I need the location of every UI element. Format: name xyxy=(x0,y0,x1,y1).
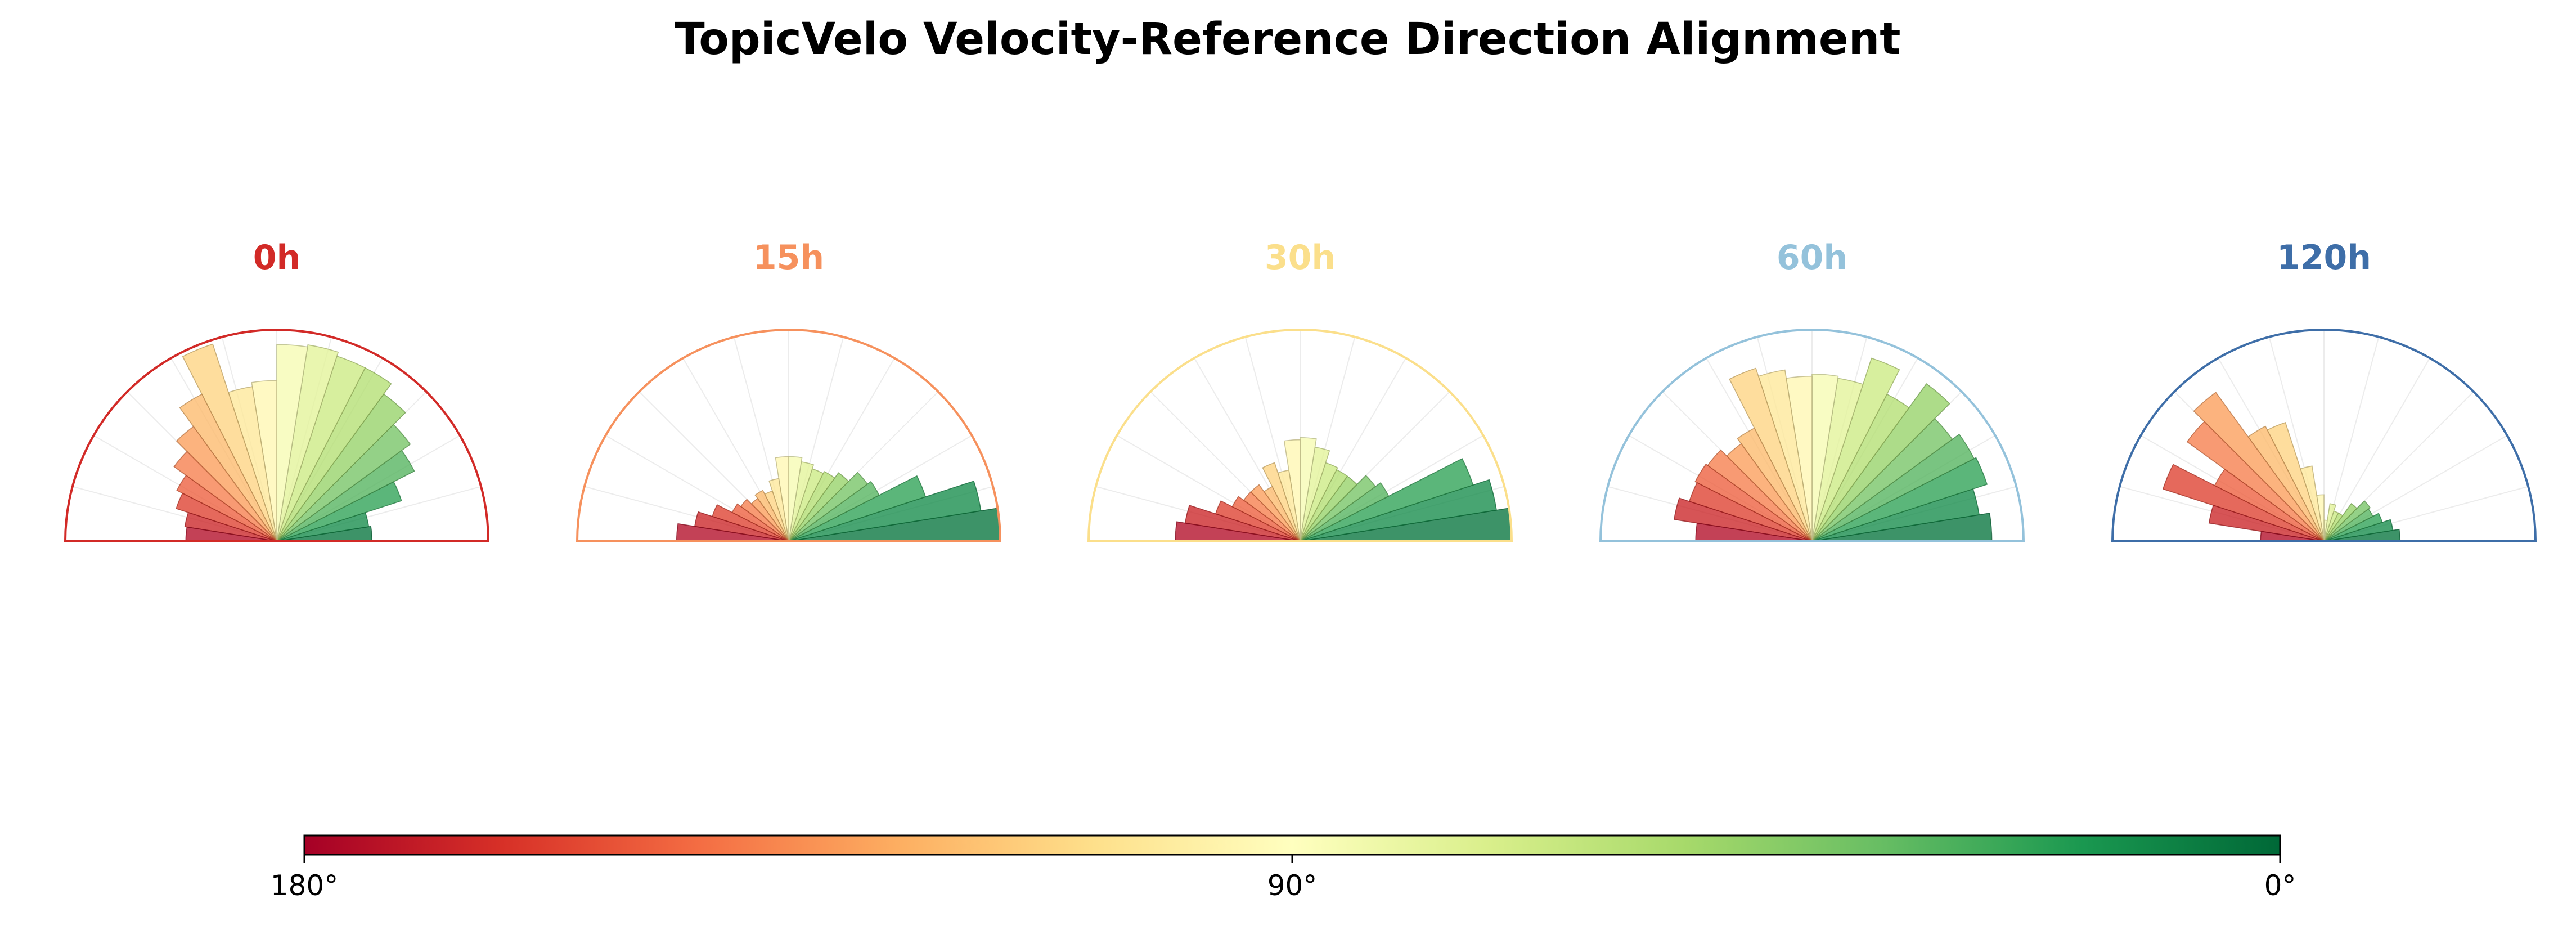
bar-85.5deg xyxy=(1300,437,1317,542)
bar-148.5deg xyxy=(176,474,277,542)
panel-0h: 0h xyxy=(64,238,490,542)
bars xyxy=(1673,357,1993,542)
bar-166.5deg xyxy=(1673,497,1813,542)
bar-121.5deg xyxy=(1737,427,1813,542)
panel-frame xyxy=(2111,329,2537,542)
bar-40.5deg xyxy=(2323,500,2371,542)
bar-157.5deg xyxy=(176,492,277,542)
bar-13.5deg xyxy=(788,481,982,542)
bar-49.5deg xyxy=(788,472,849,542)
panels-layer: 0h 15h 30h 60h 120h xyxy=(64,238,2537,542)
bar-130.5deg xyxy=(2193,392,2325,542)
panel-frame xyxy=(1599,329,2025,542)
chart-title: TopicVelo Velocity-Reference Direction A… xyxy=(675,14,1900,65)
bar-31.5deg xyxy=(788,481,880,542)
panel-label: 0h xyxy=(253,238,300,277)
panel-label: 15h xyxy=(753,238,824,277)
panel-120h: 120h xyxy=(2111,238,2537,542)
bar-85.5deg xyxy=(1811,374,1839,542)
bar-22.5deg xyxy=(788,475,927,542)
bar-139.5deg xyxy=(2186,421,2325,542)
bar-40.5deg xyxy=(1300,474,1376,542)
panel-30h: 30h xyxy=(1087,238,1513,542)
bar-22.5deg xyxy=(1811,457,1988,542)
colorbar: 180° 90° 0° xyxy=(271,834,2296,902)
panel-label: 60h xyxy=(1777,238,1847,277)
bars xyxy=(676,456,1001,542)
bars xyxy=(2162,392,2401,542)
bar-112.5deg xyxy=(1262,462,1301,542)
bar-49.5deg xyxy=(2323,502,2358,542)
panel-frame xyxy=(1087,329,1513,542)
panel-frame xyxy=(64,329,490,542)
bar-121.5deg xyxy=(754,490,789,542)
bar-139.5deg xyxy=(173,451,277,542)
bar-76.5deg xyxy=(276,344,339,542)
grid-spoke xyxy=(2323,357,2430,542)
bars xyxy=(173,343,415,542)
bar-13.5deg xyxy=(1300,479,1498,542)
panel-label: 30h xyxy=(1265,238,1336,277)
colorbar-tick-label: 0° xyxy=(2264,869,2296,902)
colorbar-tick-label: 90° xyxy=(1267,869,1318,902)
bar-67.5deg xyxy=(1811,357,1900,542)
bar-31.5deg xyxy=(1811,433,1975,542)
bar-22.5deg xyxy=(1300,458,1474,542)
bar-49.5deg xyxy=(1811,383,1950,542)
panel-60h: 60h xyxy=(1599,238,2025,542)
panel-frame xyxy=(576,329,1002,542)
bar-148.5deg xyxy=(1694,463,1813,542)
bar-166.5deg xyxy=(184,511,277,542)
bar-121.5deg xyxy=(179,393,277,542)
bar-157.5deg xyxy=(2162,464,2325,542)
bar-112.5deg xyxy=(182,343,277,542)
colorbar-tick-label: 180° xyxy=(271,869,338,902)
bar-130.5deg xyxy=(176,426,277,542)
bar-76.5deg xyxy=(2323,503,2336,542)
bar-31.5deg xyxy=(1300,482,1390,542)
bar-112.5deg xyxy=(1729,367,1813,542)
bar-166.5deg xyxy=(2208,505,2325,542)
bar-85.5deg xyxy=(276,344,308,542)
colorbar-gradient xyxy=(303,834,2281,856)
bar-40.5deg xyxy=(788,472,869,542)
bar-58.5deg xyxy=(788,470,835,542)
panel-15h: 15h xyxy=(576,238,1002,542)
panel-label: 120h xyxy=(2277,238,2371,277)
bars xyxy=(1175,437,1512,542)
